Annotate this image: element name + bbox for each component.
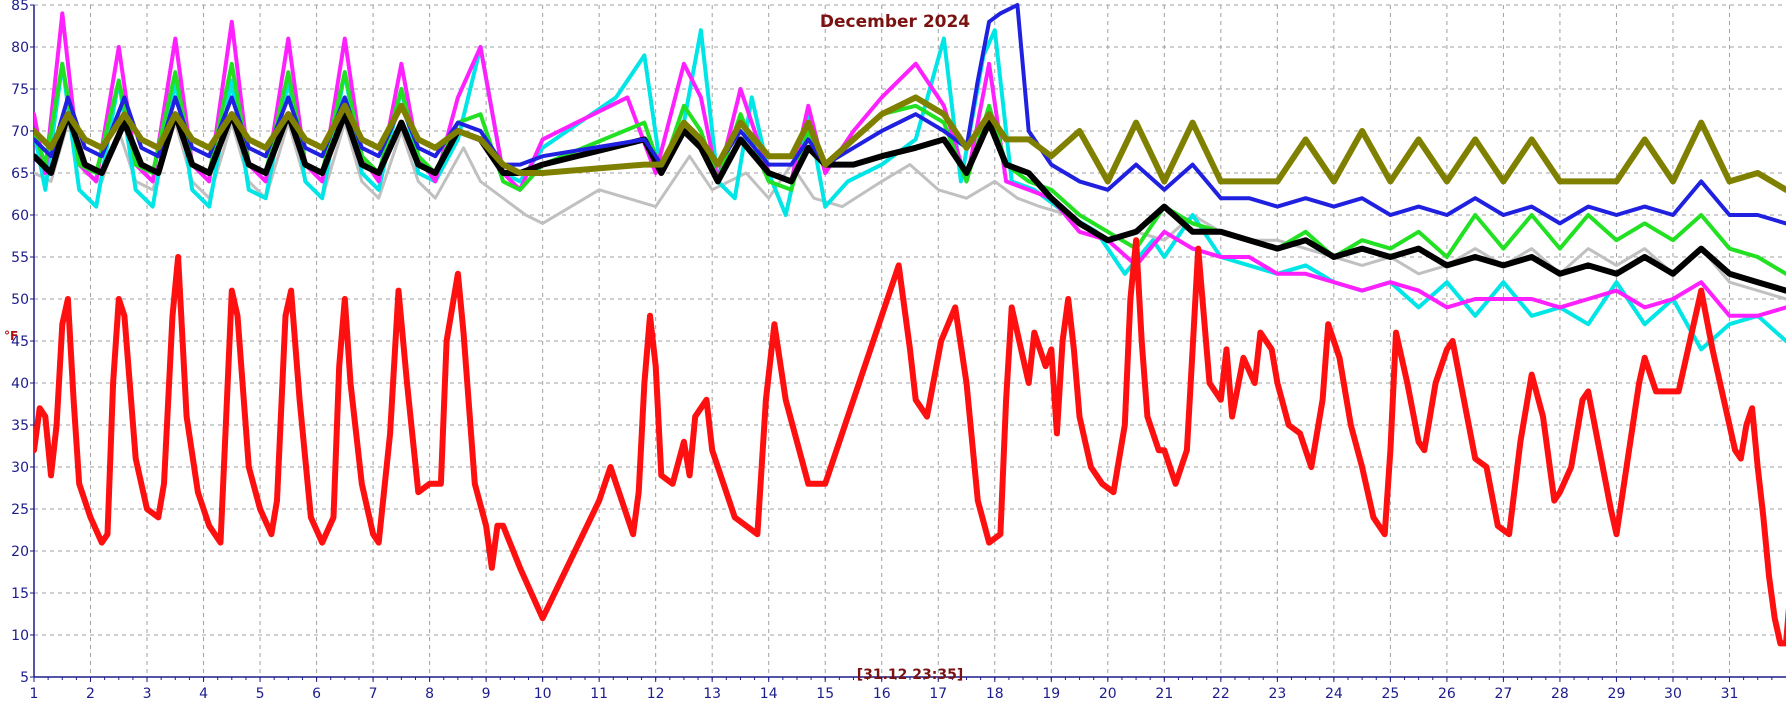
x-tick-label: 7: [369, 686, 378, 702]
x-tick-label: 12: [647, 686, 665, 702]
x-tick-label: 22: [1212, 686, 1230, 702]
x-tick-label: 6: [312, 686, 321, 702]
series-line-7: [34, 94, 1786, 193]
x-tick-label: 20: [1099, 686, 1117, 702]
x-tick-label: 15: [816, 686, 834, 702]
x-tick-label: 14: [760, 686, 778, 702]
x-tick-label: 24: [1325, 686, 1343, 702]
y-tick-label: 50: [11, 292, 29, 308]
x-tick-label: 1: [30, 686, 39, 702]
y-tick-label: 65: [11, 166, 29, 182]
x-tick-label: 18: [986, 686, 1004, 702]
x-tick-label: 10: [534, 686, 552, 702]
y-tick-label: 30: [11, 460, 29, 476]
x-tick-label: 25: [1381, 686, 1399, 702]
x-tick-label: 29: [1608, 686, 1626, 702]
y-tick-label: 60: [11, 208, 29, 224]
x-tick-label: 31: [1721, 686, 1739, 702]
series-line-8: [34, 237, 1786, 647]
series-line-1: [34, 121, 1786, 301]
x-tick-label: 27: [1495, 686, 1513, 702]
x-tick-label: 30: [1664, 686, 1682, 702]
x-tick-label: 4: [199, 686, 208, 702]
x-tick-label: 2: [86, 686, 95, 702]
y-tick-label: 5: [20, 670, 29, 686]
x-tick-label: 9: [482, 686, 491, 702]
y-axis-label: °F: [4, 329, 18, 343]
x-tick-label: 19: [1042, 686, 1060, 702]
y-tick-label: 45: [11, 334, 29, 350]
y-tick-label: 20: [11, 544, 29, 560]
y-tick-label: 75: [11, 82, 29, 98]
y-tick-label: 80: [11, 40, 29, 56]
x-tick-label: 5: [256, 686, 265, 702]
y-tick-label: 70: [11, 124, 29, 140]
x-tick-label: 26: [1438, 686, 1456, 702]
x-tick-label: 17: [929, 686, 947, 702]
series-layer: [34, 3, 1786, 647]
y-tick-label: 10: [11, 628, 29, 644]
y-tick-label: 85: [11, 0, 29, 14]
x-tick-label: 11: [590, 686, 608, 702]
series-line-5: [34, 111, 1786, 294]
x-tick-label: 3: [143, 686, 152, 702]
x-tick-label: 16: [873, 686, 891, 702]
y-tick-label: 40: [11, 376, 29, 392]
x-tick-label: 8: [425, 686, 434, 702]
y-tick-label: 15: [11, 586, 29, 602]
y-tick-label: 35: [11, 418, 29, 434]
x-tick-label: 13: [703, 686, 721, 702]
x-tick-label: 23: [1268, 686, 1286, 702]
grid: [33, 4, 1786, 678]
labels: December 2024 [31.12 23:35] °F: [4, 12, 970, 683]
x-tick-label: 21: [1155, 686, 1173, 702]
chart-title: December 2024: [820, 12, 970, 32]
y-tick-label: 55: [11, 250, 29, 266]
y-tick-label: 25: [11, 502, 29, 518]
x-tick-label: 28: [1551, 686, 1569, 702]
timestamp-label: [31.12 23:35]: [857, 667, 964, 683]
